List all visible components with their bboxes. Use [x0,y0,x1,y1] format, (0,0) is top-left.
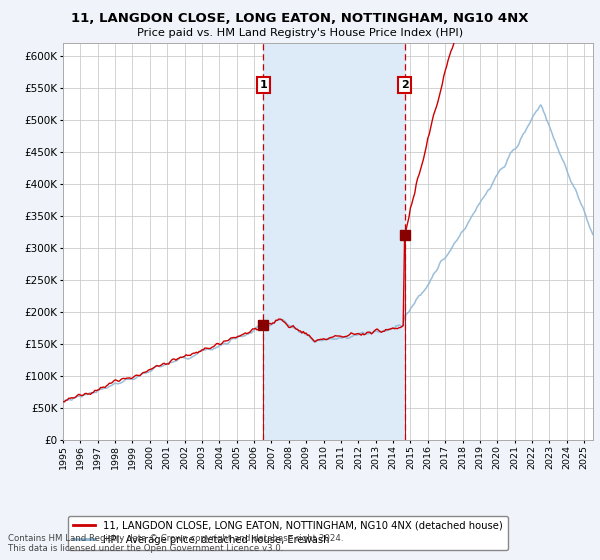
Legend: 11, LANGDON CLOSE, LONG EATON, NOTTINGHAM, NG10 4NX (detached house), HPI: Avera: 11, LANGDON CLOSE, LONG EATON, NOTTINGHA… [68,516,508,550]
Text: Price paid vs. HM Land Registry's House Price Index (HPI): Price paid vs. HM Land Registry's House … [137,28,463,38]
Text: 2: 2 [401,80,409,90]
Bar [263,43,404,440]
Text: 11, LANGDON CLOSE, LONG EATON, NOTTINGHAM, NG10 4NX: 11, LANGDON CLOSE, LONG EATON, NOTTINGHA… [71,12,529,25]
Text: Contains HM Land Registry data © Crown copyright and database right 2024.
This d: Contains HM Land Registry data © Crown c… [8,534,343,553]
Text: 1: 1 [260,80,268,90]
